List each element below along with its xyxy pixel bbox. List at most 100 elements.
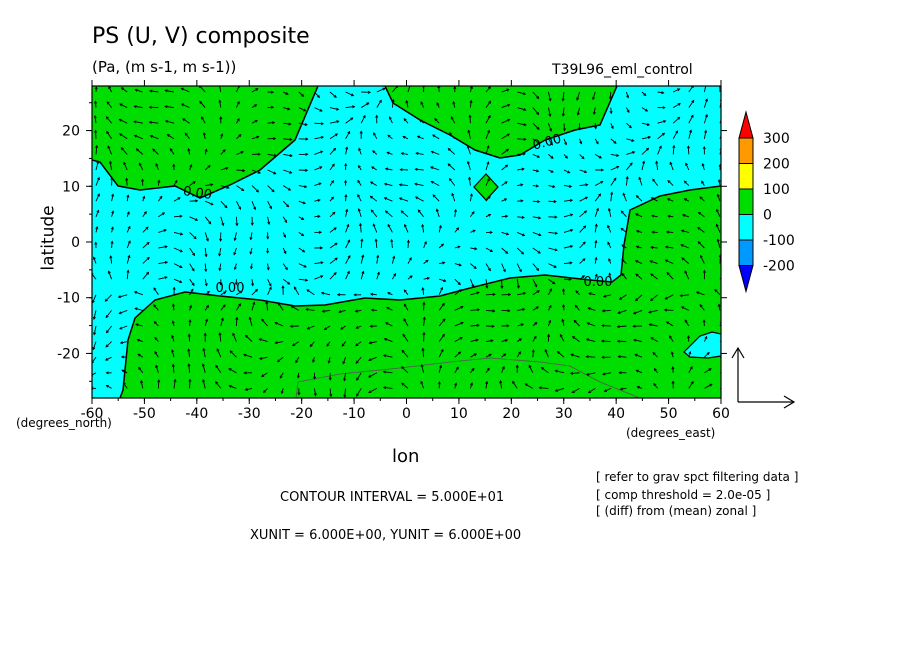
wind-vector — [385, 322, 393, 327]
wind-vector — [469, 382, 473, 389]
wind-vector-head — [672, 144, 676, 149]
wind-vector-head — [504, 181, 508, 185]
wind-vector — [682, 214, 689, 218]
wind-vector-head — [358, 164, 361, 169]
wind-vector — [574, 305, 580, 311]
wind-vector-head — [595, 207, 599, 211]
wind-vector-head — [154, 336, 158, 341]
wind-vector-head — [233, 237, 237, 242]
wind-vector — [384, 183, 393, 187]
wind-vector — [704, 352, 710, 358]
wind-vector-head — [119, 326, 123, 330]
wind-vector — [562, 91, 565, 101]
wind-vector — [512, 381, 518, 389]
wind-vector — [135, 323, 143, 327]
wind-vector — [517, 168, 525, 171]
wind-vector — [607, 225, 612, 233]
wind-vector-head — [291, 343, 296, 347]
wind-vector-head — [318, 182, 322, 186]
wind-vector — [485, 115, 491, 124]
wind-vector — [688, 130, 692, 139]
wind-vector-head — [254, 288, 259, 292]
wind-vector — [215, 381, 222, 389]
wind-vector-head — [164, 119, 169, 123]
wind-vector-head — [585, 338, 590, 342]
wind-vector — [423, 277, 430, 280]
wind-vector-head — [347, 130, 351, 135]
wind-vector-head — [690, 381, 694, 385]
wind-vector — [517, 138, 526, 140]
wind-vector — [134, 105, 143, 109]
wind-vector-head — [254, 119, 258, 123]
wind-vector — [384, 338, 393, 343]
contour-label-3: 0.00 — [216, 281, 245, 296]
wind-vector-head — [456, 227, 460, 231]
wind-vector-head — [680, 244, 684, 247]
wind-vector-head — [441, 302, 445, 306]
wind-vector-head — [426, 276, 431, 280]
wind-vector-head — [252, 301, 256, 305]
wind-vector — [684, 198, 690, 202]
wind-vector — [594, 138, 599, 145]
wind-vector — [329, 180, 334, 186]
wind-vector-head — [552, 185, 556, 189]
wind-vector-head — [421, 223, 425, 228]
wind-vector-head — [378, 99, 382, 103]
wind-vector — [220, 167, 229, 171]
wind-vector — [267, 278, 272, 287]
wind-vector-head — [323, 327, 327, 331]
wind-vector-head — [582, 258, 586, 262]
wind-vector — [501, 164, 508, 171]
wind-vector — [259, 338, 268, 343]
wind-vector — [622, 193, 627, 202]
wind-vector — [470, 211, 475, 218]
wind-vector — [329, 107, 339, 111]
wind-vector-head — [111, 193, 115, 197]
wind-vector — [370, 195, 378, 202]
wind-vector — [703, 98, 708, 108]
wind-vector — [251, 88, 259, 93]
wind-vector-head — [218, 332, 222, 336]
wind-vector-head — [320, 150, 324, 154]
wind-vector-head — [123, 161, 127, 165]
wind-vector — [548, 231, 558, 234]
wind-vector-head — [451, 192, 455, 197]
wind-vector — [602, 372, 611, 375]
wind-vector-head — [258, 356, 263, 360]
wind-vector-head — [581, 275, 586, 279]
wind-vector-head — [387, 134, 391, 138]
wind-vector — [298, 200, 306, 204]
wind-vector-head — [689, 129, 693, 133]
wind-vector-head — [243, 353, 247, 357]
wind-vector-head — [203, 332, 207, 336]
wind-vector — [283, 153, 293, 157]
wind-vector — [329, 211, 336, 218]
wind-vector-head — [709, 383, 713, 387]
wind-vector — [650, 273, 658, 280]
wind-vector — [653, 383, 658, 389]
wind-vector-head — [608, 96, 612, 100]
wind-vector-head — [104, 357, 109, 361]
wind-vector-head — [372, 150, 376, 154]
wind-vector-head — [236, 118, 240, 122]
wind-vector — [702, 163, 705, 171]
wind-vector — [563, 245, 573, 249]
wind-vector-head — [503, 353, 507, 357]
wind-vector — [235, 216, 238, 226]
wind-vector — [608, 208, 612, 217]
wind-vector-head — [382, 386, 387, 390]
wind-vector-head — [93, 332, 97, 336]
y-tick-label: -20 — [57, 346, 80, 362]
wind-vector — [454, 351, 461, 358]
zero-contour-north-east — [384, 86, 618, 159]
wind-vector-head — [518, 351, 521, 355]
wind-vector — [439, 262, 445, 265]
wind-vector — [421, 364, 425, 373]
wind-vector — [617, 325, 627, 328]
wind-vector — [92, 273, 97, 280]
wind-vector-head — [153, 304, 157, 308]
wind-vector-head — [155, 364, 159, 368]
wind-vector-head — [726, 371, 728, 373]
wind-vector — [652, 178, 658, 186]
wind-vector-head — [222, 149, 226, 153]
